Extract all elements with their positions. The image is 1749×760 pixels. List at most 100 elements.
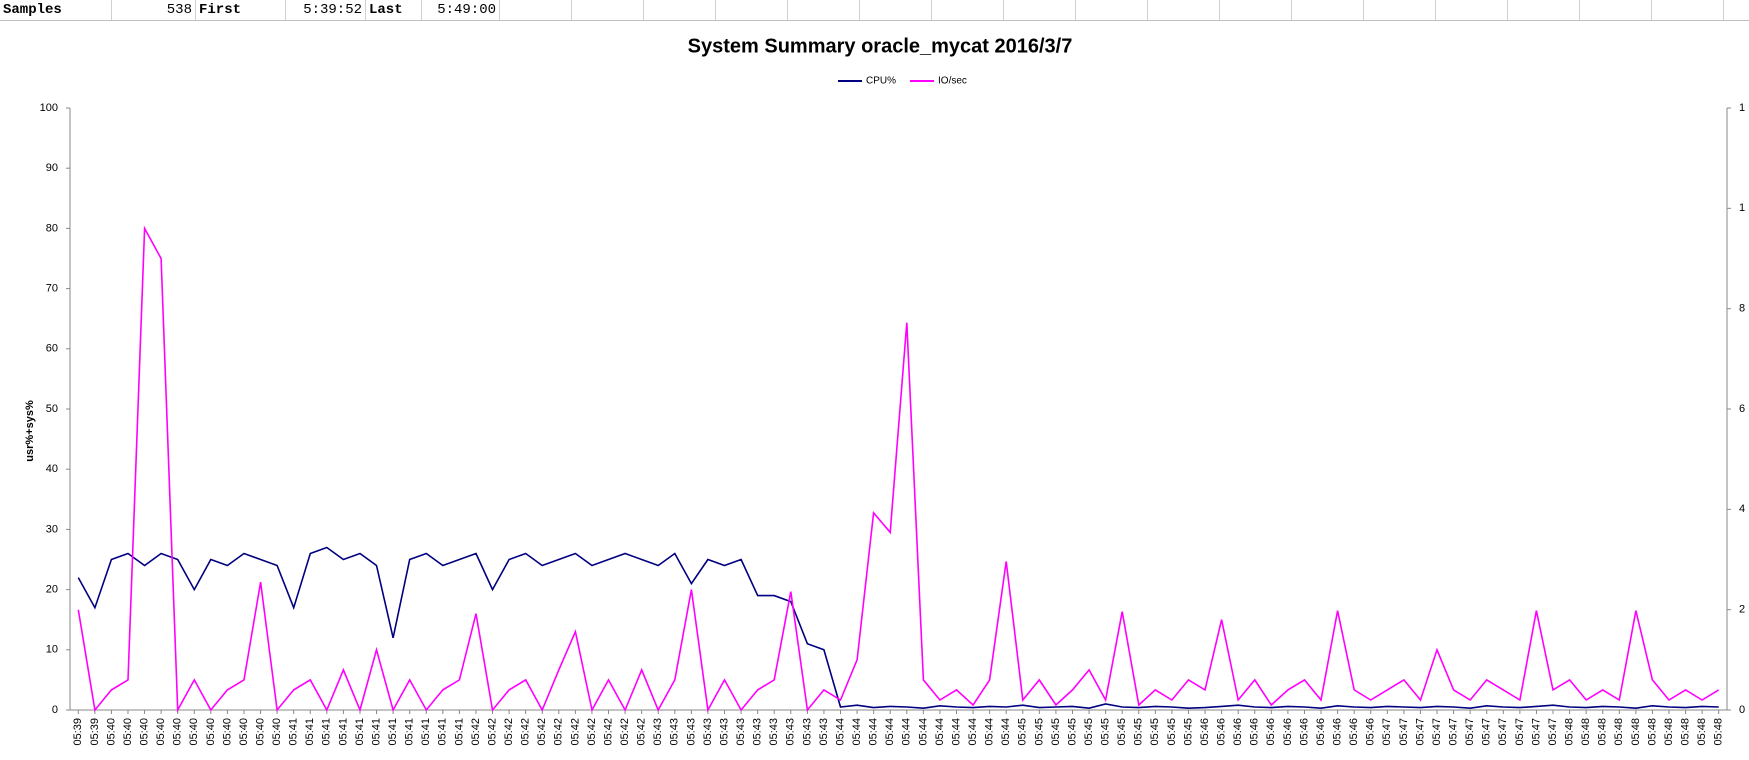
x-tick-label: 05:47 xyxy=(1464,718,1476,746)
y2-tick-label: 6 xyxy=(1739,403,1745,415)
x-tick-label: 05:48 xyxy=(1563,718,1575,746)
x-tick-label: 05:43 xyxy=(685,718,697,746)
x-tick-label: 05:42 xyxy=(503,718,515,746)
x-tick-label: 05:42 xyxy=(602,718,614,746)
x-tick-label: 05:47 xyxy=(1530,718,1542,746)
y-tick-label: 10 xyxy=(46,644,58,656)
y-tick-label: 60 xyxy=(46,343,58,355)
x-tick-label: 05:45 xyxy=(1133,718,1145,746)
x-tick-label: 05:44 xyxy=(934,718,946,746)
x-tick-label: 05:40 xyxy=(221,718,233,746)
x-tick-label: 05:39 xyxy=(72,718,84,746)
x-tick-label: 05:43 xyxy=(735,718,747,746)
y-tick-label: 90 xyxy=(46,162,58,174)
x-tick-label: 05:42 xyxy=(470,718,482,746)
legend-label: IO/sec xyxy=(938,76,967,87)
empty-cell xyxy=(1148,0,1220,20)
x-tick-label: 05:44 xyxy=(851,718,863,746)
y-tick-label: 100 xyxy=(40,102,58,114)
cell: 5:49:00 xyxy=(422,0,500,20)
empty-cell xyxy=(1652,0,1724,20)
x-tick-label: 05:45 xyxy=(1149,718,1161,746)
x-tick-label: 05:45 xyxy=(1033,718,1045,746)
x-tick-label: 05:48 xyxy=(1696,718,1708,746)
x-tick-label: 05:45 xyxy=(1182,718,1194,746)
x-tick-label: 05:41 xyxy=(420,718,432,746)
x-tick-label: 05:41 xyxy=(387,718,399,746)
y-axis-label: usr%+sys% xyxy=(24,400,36,462)
x-tick-label: 05:41 xyxy=(337,718,349,746)
x-tick-label: 05:42 xyxy=(520,718,532,746)
x-tick-label: 05:40 xyxy=(172,718,184,746)
x-tick-label: 05:48 xyxy=(1580,718,1592,746)
chart: System Summary oracle_mycat 2016/3/7 usr… xyxy=(24,35,1745,746)
x-tick-label: 05:41 xyxy=(453,718,465,746)
empty-cell xyxy=(500,0,572,20)
x-tick-label: 05:43 xyxy=(752,718,764,746)
x-tick-label: 05:43 xyxy=(768,718,780,746)
chart-title: System Summary oracle_mycat 2016/3/7 xyxy=(688,35,1073,57)
legend-label: CPU% xyxy=(866,76,896,87)
x-tick-label: 05:48 xyxy=(1613,718,1625,746)
x-tick-label: 05:48 xyxy=(1630,718,1642,746)
x-tick-label: 05:40 xyxy=(138,718,150,746)
x-tick-label: 05:46 xyxy=(1365,718,1377,746)
x-tick-label: 05:45 xyxy=(1066,718,1078,746)
cell: 5:39:52 xyxy=(286,0,366,20)
y-tick-label: 50 xyxy=(46,403,58,415)
x-tick-label: 05:41 xyxy=(288,718,300,746)
x-tick-label: 05:41 xyxy=(354,718,366,746)
x-tick-label: 05:47 xyxy=(1381,718,1393,746)
x-tick-label: 05:45 xyxy=(1050,718,1062,746)
empty-cell xyxy=(1364,0,1436,20)
empty-cell xyxy=(860,0,932,20)
x-tick-label: 05:40 xyxy=(238,718,250,746)
x-tick-label: 05:40 xyxy=(122,718,134,746)
y-tick-label: 70 xyxy=(46,283,58,295)
y2-tick-label: 1 xyxy=(1739,102,1745,114)
x-tick-label: 05:48 xyxy=(1646,718,1658,746)
x-tick-label: 05:44 xyxy=(884,718,896,746)
cell: 538 xyxy=(112,0,196,20)
x-tick-label: 05:43 xyxy=(801,718,813,746)
empty-cell xyxy=(572,0,644,20)
x-tick-label: 05:42 xyxy=(636,718,648,746)
x-tick-label: 05:42 xyxy=(619,718,631,746)
series-line xyxy=(77,546,1719,710)
cell: Last xyxy=(366,0,422,20)
x-tick-label: 05:47 xyxy=(1431,718,1443,746)
empty-cell xyxy=(788,0,860,20)
x-tick-label: 05:43 xyxy=(702,718,714,746)
x-tick-label: 05:39 xyxy=(89,718,101,746)
header-row: Samples 538 First 5:39:52 Last 5:49:00 xyxy=(0,0,1749,21)
y-tick-label: 40 xyxy=(46,463,58,475)
y2-tick-label: 0 xyxy=(1739,704,1745,716)
x-tick-label: 05:41 xyxy=(370,718,382,746)
x-tick-label: 05:46 xyxy=(1232,718,1244,746)
empty-cell xyxy=(1436,0,1508,20)
x-tick-label: 05:45 xyxy=(1166,718,1178,746)
x-tick-label: 05:47 xyxy=(1514,718,1526,746)
y-tick-label: 20 xyxy=(46,584,58,596)
x-tick-label: 05:43 xyxy=(818,718,830,746)
x-tick-label: 05:44 xyxy=(901,718,913,746)
y-tick-label: 30 xyxy=(46,523,58,535)
x-tick-label: 05:42 xyxy=(553,718,565,746)
y2-tick-label: 8 xyxy=(1739,303,1745,315)
x-tick-label: 05:48 xyxy=(1713,718,1725,746)
x-tick-label: 05:45 xyxy=(1017,718,1029,746)
cell: First xyxy=(196,0,286,20)
x-tick-label: 05:41 xyxy=(304,718,316,746)
empty-cell xyxy=(644,0,716,20)
x-tick-label: 05:42 xyxy=(536,718,548,746)
y2-tick-label: 4 xyxy=(1739,503,1745,515)
empty-cell xyxy=(1220,0,1292,20)
x-tick-label: 05:45 xyxy=(1100,718,1112,746)
x-tick-label: 05:46 xyxy=(1298,718,1310,746)
x-tick-label: 05:44 xyxy=(868,718,880,746)
x-tick-label: 05:43 xyxy=(652,718,664,746)
x-tick-label: 05:40 xyxy=(254,718,266,746)
x-tick-label: 05:40 xyxy=(271,718,283,746)
x-tick-label: 05:40 xyxy=(155,718,167,746)
